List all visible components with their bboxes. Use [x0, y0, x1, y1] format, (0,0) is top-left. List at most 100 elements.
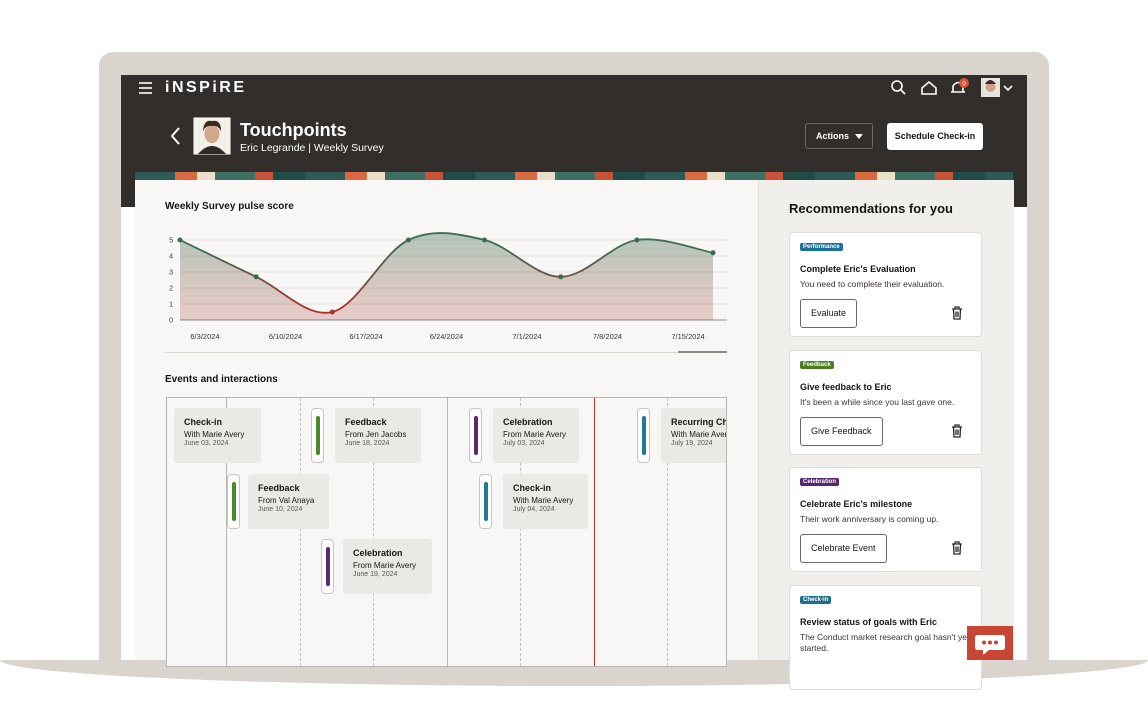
event-detail: With Marie Avery [513, 496, 574, 505]
data-point [634, 237, 640, 243]
event-detail: With Marie Avery [671, 430, 727, 439]
recommendation-title: Give feedback to Eric [800, 382, 892, 392]
profile-menu[interactable] [1003, 85, 1013, 92]
x-tick-label: 7/15/2024 [671, 332, 704, 341]
line [179, 232, 714, 314]
data-point [710, 250, 716, 256]
y-tick-label: 0 [169, 318, 173, 325]
x-tick-label: 6/17/2024 [349, 332, 382, 341]
event-color [483, 482, 488, 521]
scroll-thumb[interactable] [678, 351, 727, 353]
action-button[interactable]: Give Feedback [800, 417, 883, 446]
search-button[interactable] [891, 80, 906, 95]
event-color [641, 416, 646, 455]
actions-button[interactable]: Actions [805, 123, 873, 149]
event-card[interactable]: Celebration From Marie Avery July 03, 2024 [493, 408, 579, 463]
event-date: June 19, 2024 [353, 571, 398, 578]
event-card[interactable]: Check-in With Marie Avery June 03, 2024 [174, 408, 261, 463]
recommendation-card: Performance Complete Eric's Evaluation You… [789, 232, 982, 337]
recommendation-card: Celebration Celebrate Eric's milestone The… [789, 467, 982, 572]
logo[interactable]: iNSPiRE [165, 79, 247, 96]
y-tick-label: 3 [169, 270, 173, 277]
chat-icon [975, 635, 1005, 655]
tag: Celebration [800, 478, 840, 486]
event-card[interactable]: Feedback From Jen Jacobs June 18, 2024 [335, 408, 421, 463]
action-button[interactable]: Evaluate [800, 299, 858, 328]
event-detail: From Marie Avery [503, 430, 566, 439]
recommendation-description: You need to complete their evaluation. [800, 279, 945, 289]
today-marker [594, 398, 595, 666]
tag: Performance [800, 243, 843, 251]
event-indicator [227, 474, 240, 529]
event-detail: From Marie Avery [353, 561, 416, 570]
event-type: Check-in [184, 417, 223, 427]
x-tick-label: 6/3/2024 [190, 332, 219, 341]
notification-badge [959, 78, 969, 88]
recommendation-description: The Conduct market research goal hasn't … [800, 632, 970, 653]
event-type: Check-in [513, 483, 552, 493]
delete-button[interactable] [951, 306, 963, 320]
event-color [325, 547, 330, 586]
event-date: July 04, 2024 [513, 506, 555, 513]
event-detail: From Val Anaya [258, 496, 315, 505]
recommendation-title: Complete Eric's Evaluation [800, 264, 916, 274]
delete-button[interactable] [951, 541, 963, 555]
y-tick-label: 4 [169, 254, 173, 261]
action-button[interactable]: Celebrate Event [800, 534, 887, 563]
area [180, 233, 713, 320]
schedule-button[interactable]: Schedule Check-in [887, 123, 983, 150]
dropdown-caret [855, 134, 863, 139]
event-type: Recurring Check-in [671, 417, 727, 427]
event-indicator [321, 539, 334, 594]
day-divider [667, 398, 668, 666]
page-title: Touchpoints [240, 120, 347, 140]
notification-count: 0 [962, 82, 966, 88]
x-tick-label: 6/24/2024 [430, 332, 463, 341]
data-point [405, 237, 411, 243]
event-color [473, 416, 478, 455]
event-date: June 18, 2024 [345, 440, 390, 447]
page-subtitle: Eric Legrande | Weekly Survey [240, 142, 384, 154]
data-point [482, 237, 488, 243]
y-tick-label: 2 [169, 286, 173, 293]
scroll-track [165, 352, 727, 353]
event-date: July 03, 2024 [503, 440, 545, 447]
data-point [177, 237, 183, 243]
event-date: June 03, 2024 [184, 440, 229, 447]
day-divider [373, 398, 374, 666]
chat-button[interactable] [967, 626, 1013, 660]
recommendation-title: Review status of goals with Eric [800, 617, 938, 627]
home-button[interactable] [921, 80, 937, 95]
user-avatar[interactable] [981, 78, 1000, 97]
recommendation-description: Their work anniversary is coming up. [800, 514, 939, 524]
week-divider [447, 398, 448, 666]
delete-button[interactable] [951, 424, 963, 438]
event-card[interactable]: Celebration From Marie Avery June 19, 2024 [343, 539, 432, 594]
back-button[interactable] [170, 127, 180, 145]
event-type: Feedback [258, 483, 300, 493]
data-point [558, 274, 564, 280]
event-card[interactable]: Feedback From Val Anaya June 10, 2024 [248, 474, 329, 529]
menu-button[interactable] [139, 82, 152, 94]
x-tick-label: 7/1/2024 [512, 332, 541, 341]
tag: Feedback [800, 361, 834, 369]
recommendations-title: Recommendations for you [789, 201, 953, 216]
recommendation-card: Check-in Review status of goals with Eric… [789, 585, 982, 690]
event-color [231, 482, 236, 521]
trash-icon [952, 541, 962, 555]
day-divider [300, 398, 301, 666]
event-indicator [311, 408, 324, 463]
event-indicator [469, 408, 482, 463]
event-card[interactable]: Check-in With Marie Avery July 04, 2024 [503, 474, 588, 529]
day-divider [520, 398, 521, 666]
x-tick-label: 7/8/2024 [593, 332, 622, 341]
event-type: Feedback [345, 417, 387, 427]
events-title: Events and interactions [165, 374, 278, 385]
event-indicator [637, 408, 650, 463]
event-date: June 10, 2024 [258, 506, 303, 513]
chart-title: Weekly Survey pulse score [165, 201, 294, 212]
